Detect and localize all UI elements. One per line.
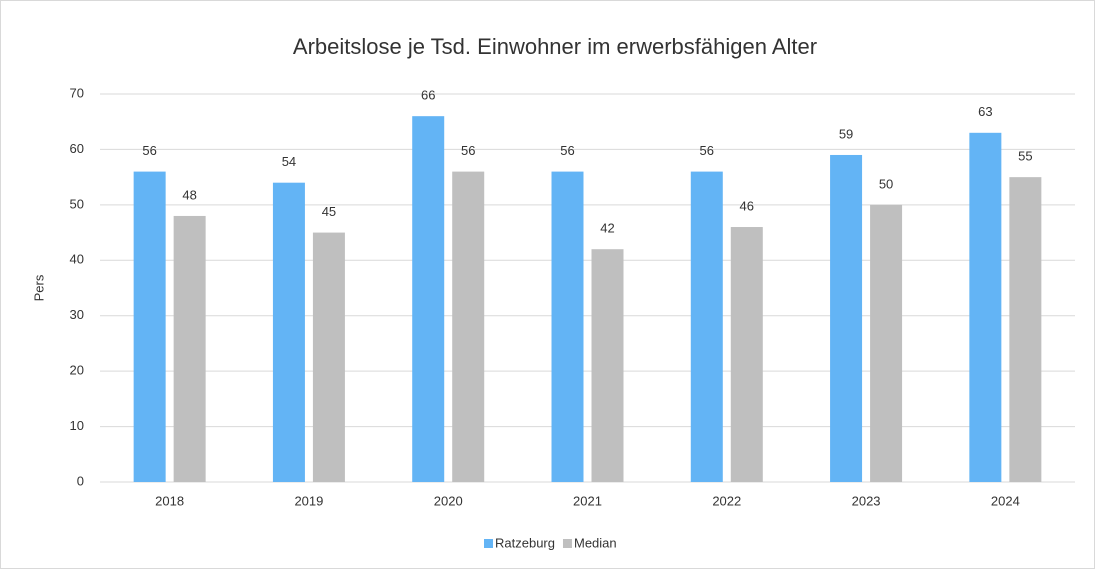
data-label: 48 xyxy=(182,187,196,202)
legend-swatch xyxy=(562,539,572,548)
data-label: 42 xyxy=(600,221,614,236)
legend-label: Ratzeburg xyxy=(495,535,555,550)
data-label: 45 xyxy=(322,204,336,219)
legend-swatch xyxy=(484,539,493,548)
y-tick-label: 30 xyxy=(70,307,84,322)
data-label: 56 xyxy=(142,143,156,158)
data-label: 54 xyxy=(282,154,296,169)
y-tick-label: 20 xyxy=(70,363,84,378)
bar xyxy=(1009,177,1042,482)
x-tick-label: 2024 xyxy=(991,493,1020,508)
y-tick-label: 40 xyxy=(70,252,84,267)
bar xyxy=(452,171,485,482)
bar xyxy=(830,154,863,482)
x-tick-label: 2019 xyxy=(294,493,323,508)
y-tick-label: 70 xyxy=(70,85,84,100)
y-tick-label: 0 xyxy=(77,473,84,488)
bar xyxy=(690,171,723,482)
data-label: 56 xyxy=(700,143,714,158)
bar xyxy=(870,204,903,482)
data-label: 55 xyxy=(1018,149,1032,164)
data-label: 56 xyxy=(461,143,475,158)
data-label: 46 xyxy=(740,198,754,213)
x-tick-label: 2018 xyxy=(155,493,184,508)
bar xyxy=(312,232,345,482)
x-tick-label: 2021 xyxy=(573,493,602,508)
data-label: 56 xyxy=(560,143,574,158)
y-tick-label: 10 xyxy=(70,418,84,433)
y-axis-label: Pers xyxy=(31,274,46,301)
bar xyxy=(730,227,763,482)
bar xyxy=(591,249,624,482)
x-tick-label: 2023 xyxy=(852,493,881,508)
bar xyxy=(551,171,584,482)
legend-label: Median xyxy=(574,535,617,550)
bar xyxy=(133,171,166,482)
data-label: 66 xyxy=(421,88,435,103)
data-label: 59 xyxy=(839,126,853,141)
data-label: 50 xyxy=(879,176,893,191)
bar xyxy=(272,182,305,482)
y-tick-label: 60 xyxy=(70,141,84,156)
x-tick-label: 2020 xyxy=(434,493,463,508)
chart-title: Arbeitslose je Tsd. Einwohner im erwerbs… xyxy=(293,34,817,59)
data-label: 63 xyxy=(978,104,992,119)
bar xyxy=(969,132,1002,483)
bar xyxy=(412,116,445,483)
bar xyxy=(173,215,206,482)
y-tick-label: 50 xyxy=(70,196,84,211)
x-tick-label: 2022 xyxy=(712,493,741,508)
